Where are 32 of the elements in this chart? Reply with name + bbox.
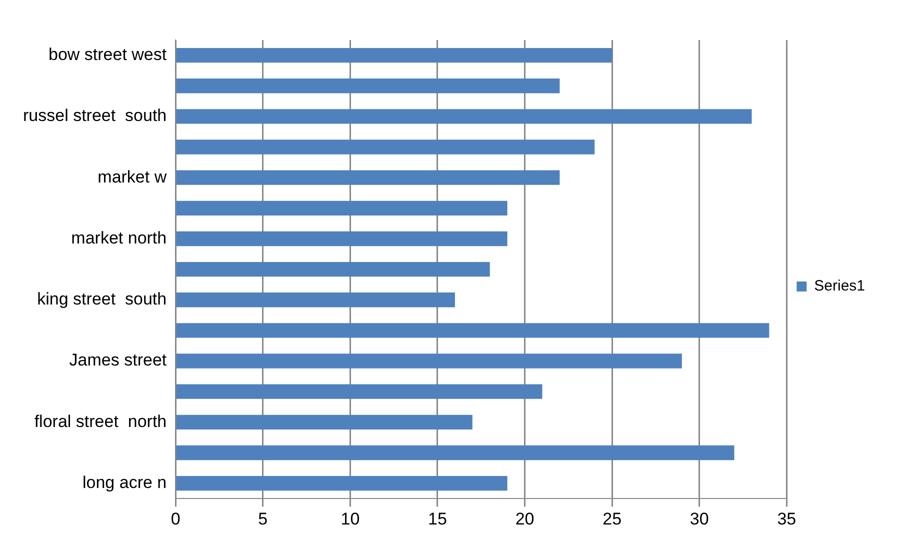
x-tick-label: 30	[690, 509, 709, 528]
bar	[176, 384, 542, 399]
bar	[176, 292, 455, 308]
bar	[176, 414, 472, 430]
bar	[176, 48, 612, 63]
y-tick-label: market north	[71, 228, 167, 248]
x-tick-label: 25	[602, 509, 622, 528]
bar	[176, 354, 682, 368]
bar	[176, 445, 734, 460]
bar	[176, 78, 560, 94]
y-tick-label: long acre n	[82, 473, 167, 492]
y-tick-label: floral street north	[34, 412, 167, 431]
bar	[176, 109, 752, 124]
legend-label: Series1	[814, 278, 865, 295]
bar	[176, 476, 508, 491]
y-tick-label: James street	[69, 350, 167, 370]
bar	[176, 231, 508, 246]
y-tick-label: king street south	[37, 290, 167, 309]
x-tick-label: 15	[428, 509, 447, 528]
x-tick-label: 0	[170, 509, 180, 528]
y-tick-label: bow street west	[48, 44, 167, 64]
x-tick-label: 5	[258, 509, 268, 528]
bar	[176, 262, 490, 277]
y-tick-label: market w	[98, 167, 168, 186]
y-tick-label: russel street south	[22, 106, 167, 126]
bar	[176, 323, 770, 338]
bar	[176, 140, 595, 154]
x-tick-label: 35	[777, 509, 796, 528]
x-tick-label: 10	[340, 509, 360, 528]
bar	[176, 200, 508, 216]
bar	[176, 170, 560, 185]
x-tick-label: 20	[515, 509, 534, 528]
